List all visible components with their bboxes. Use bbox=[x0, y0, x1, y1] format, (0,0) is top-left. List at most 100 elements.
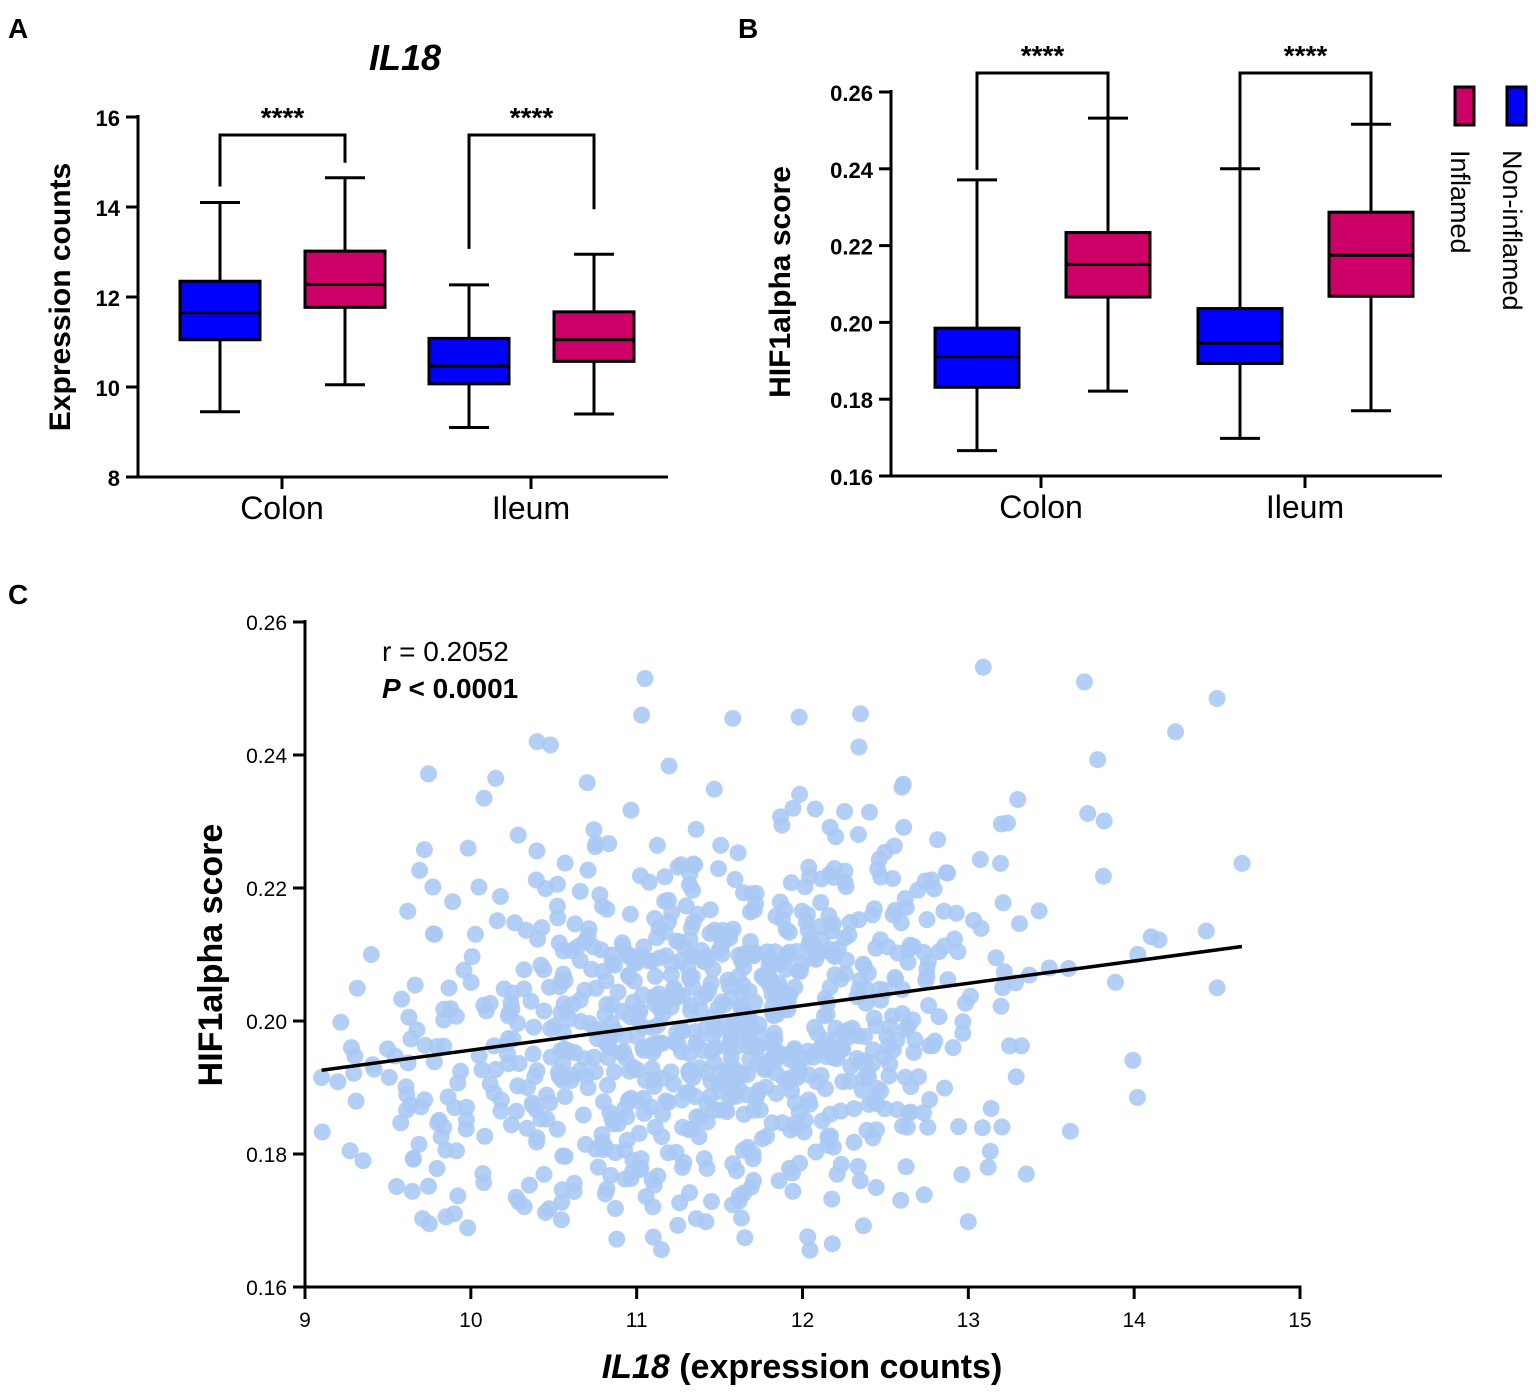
scatter-point bbox=[992, 815, 1010, 833]
scatter-point bbox=[577, 1067, 595, 1085]
scatter-point bbox=[675, 1153, 693, 1171]
scatter-point bbox=[735, 1105, 753, 1123]
scatter-point bbox=[758, 1127, 776, 1145]
scatter-point bbox=[842, 1057, 860, 1075]
scatter-point bbox=[893, 981, 911, 998]
scatter-point bbox=[608, 1230, 626, 1248]
scatter-point bbox=[683, 1121, 700, 1138]
scatter-point bbox=[437, 1141, 455, 1159]
scatter-point bbox=[947, 904, 965, 922]
scatter-point bbox=[579, 861, 597, 879]
scatter-point bbox=[522, 992, 540, 1010]
scatter-point bbox=[502, 1116, 520, 1134]
scatter-point bbox=[936, 1079, 954, 1097]
scatter-point bbox=[880, 1067, 898, 1085]
scatter-point bbox=[954, 1013, 972, 1031]
panel-b-y-tick-label: 0.22 bbox=[830, 235, 873, 260]
panel-a-y-tick-label: 10 bbox=[96, 376, 120, 401]
scatter-point bbox=[476, 1127, 494, 1145]
scatter-point bbox=[402, 1030, 420, 1048]
scatter-point bbox=[856, 1028, 873, 1045]
scatter-point bbox=[674, 1021, 692, 1039]
scatter-point bbox=[600, 835, 618, 853]
scatter-point bbox=[929, 831, 947, 849]
scatter-point bbox=[687, 820, 705, 838]
scatter-point bbox=[529, 930, 547, 948]
scatter-point bbox=[659, 891, 677, 909]
scatter-point bbox=[841, 1028, 859, 1046]
scatter-point bbox=[854, 1217, 872, 1235]
scatter-point bbox=[849, 826, 867, 843]
scatter-point bbox=[632, 1150, 650, 1168]
scatter-point bbox=[644, 1198, 662, 1216]
scatter-point bbox=[609, 983, 627, 1001]
panel-c-xlabel-gene: IL18 bbox=[602, 1348, 670, 1386]
scatter-point bbox=[652, 1241, 670, 1259]
scatter-point bbox=[527, 871, 545, 889]
scatter-point bbox=[896, 890, 914, 908]
scatter-point bbox=[788, 943, 806, 960]
scatter-point bbox=[982, 1100, 1000, 1117]
panel-a-significance-bracket bbox=[467, 133, 596, 249]
scatter-point bbox=[470, 1047, 488, 1065]
scatter-point bbox=[784, 1182, 802, 1200]
scatter-point bbox=[528, 842, 546, 860]
scatter-point bbox=[895, 818, 913, 836]
scatter-point bbox=[554, 1147, 572, 1165]
scatter-point bbox=[879, 938, 896, 956]
scatter-point bbox=[613, 934, 631, 952]
scatter-point bbox=[801, 1095, 819, 1113]
scatter-point bbox=[919, 1118, 937, 1136]
scatter-point bbox=[973, 1119, 991, 1137]
scatter-point bbox=[681, 968, 698, 986]
scatter-point bbox=[1011, 915, 1028, 933]
scatter-point bbox=[1208, 979, 1226, 997]
scatter-point bbox=[596, 1006, 614, 1024]
scatter-point bbox=[1012, 1037, 1030, 1055]
scatter-point bbox=[1007, 1068, 1025, 1086]
scatter-point bbox=[656, 868, 674, 886]
scatter-point bbox=[899, 953, 917, 971]
scatter-point bbox=[823, 922, 841, 940]
panel-b-significance-stars: **** bbox=[1284, 40, 1328, 71]
scatter-point bbox=[733, 997, 751, 1015]
scatter-point bbox=[406, 976, 424, 994]
panel-b-y-tick-label: 0.24 bbox=[830, 158, 874, 183]
scatter-point bbox=[656, 923, 674, 941]
scatter-point bbox=[910, 1068, 927, 1086]
scatter-point bbox=[840, 926, 858, 944]
box-iqr bbox=[552, 310, 636, 363]
scatter-point bbox=[683, 947, 701, 965]
scatter-point bbox=[774, 1047, 792, 1065]
scatter-point bbox=[414, 1210, 432, 1228]
scatter-point bbox=[994, 979, 1012, 997]
scatter-point bbox=[789, 1057, 807, 1075]
scatter-point bbox=[909, 881, 927, 899]
scatter-point bbox=[994, 894, 1012, 912]
scatter-point bbox=[682, 1002, 700, 1020]
scatter-point bbox=[845, 1133, 863, 1151]
scatter-point bbox=[806, 800, 824, 818]
panel-b-box-ileum-non-inflamed bbox=[1196, 167, 1284, 440]
scatter-point bbox=[921, 1091, 939, 1109]
scatter-point bbox=[1124, 1051, 1142, 1069]
scatter-point bbox=[724, 709, 742, 727]
scatter-point bbox=[920, 997, 938, 1014]
legend-label-inflamed: Inflamed bbox=[1445, 150, 1475, 254]
scatter-point bbox=[507, 1102, 525, 1120]
scatter-point bbox=[746, 944, 764, 962]
scatter-point bbox=[801, 1241, 819, 1259]
scatter-point bbox=[832, 1155, 850, 1173]
scatter-point bbox=[1197, 922, 1215, 940]
panel-c-regression-line bbox=[321, 944, 1243, 1072]
scatter-point bbox=[509, 826, 527, 844]
scatter-point bbox=[823, 1235, 841, 1253]
scatter-point bbox=[791, 1154, 809, 1172]
scatter-point bbox=[732, 983, 750, 1001]
scatter-point bbox=[488, 912, 506, 930]
scatter-point bbox=[449, 1074, 467, 1092]
scatter-point bbox=[444, 893, 462, 911]
scatter-point bbox=[729, 1037, 747, 1055]
scatter-point bbox=[773, 1114, 791, 1132]
scatter-point bbox=[698, 1159, 716, 1177]
